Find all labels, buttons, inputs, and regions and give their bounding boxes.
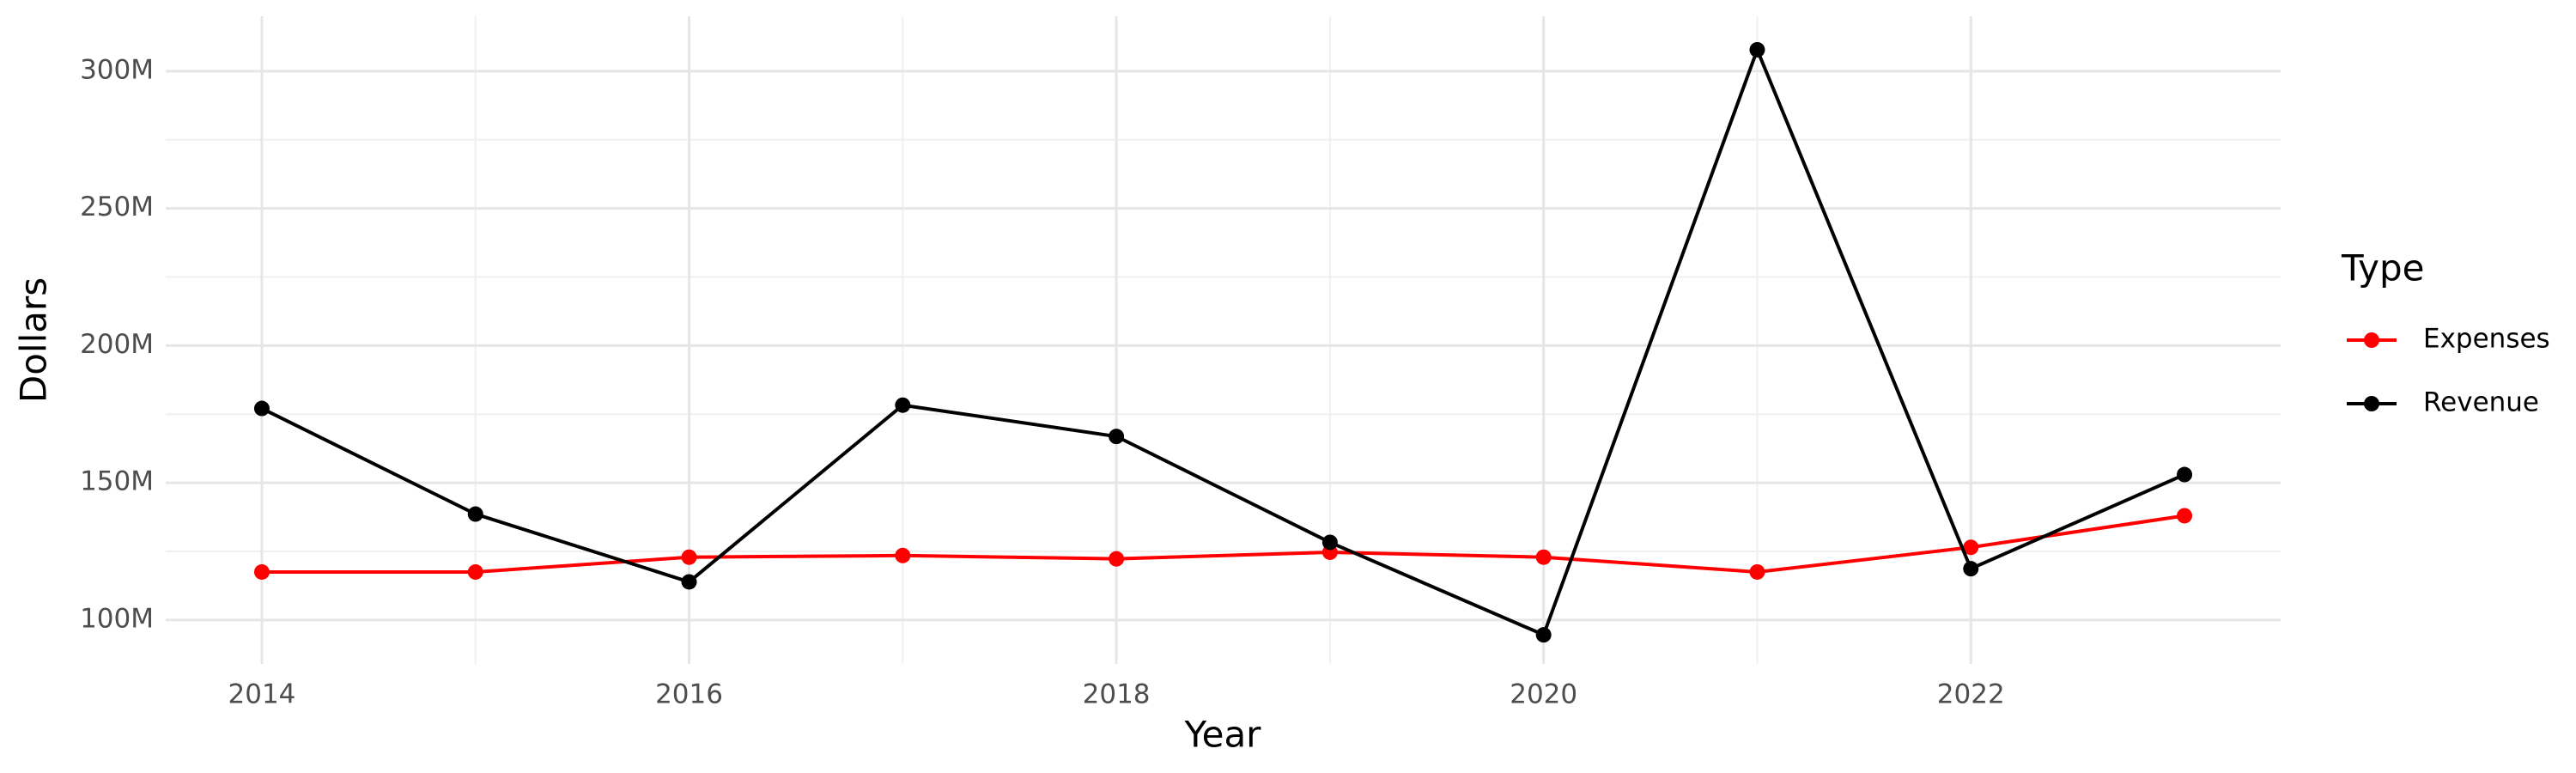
y-tick-label: 300M — [80, 54, 154, 85]
series-line — [261, 45, 2185, 637]
data-point — [467, 563, 483, 580]
data-point — [1535, 627, 1552, 643]
y-tick-label: 250M — [80, 192, 154, 222]
data-point — [1321, 534, 1338, 551]
data-point — [1963, 539, 1979, 556]
x-axis-title: Year — [1184, 714, 1262, 756]
data-point — [1749, 563, 1765, 580]
x-tick-label: 2016 — [655, 679, 723, 710]
data-point — [253, 563, 270, 580]
legend-label: Expenses — [2423, 324, 2550, 355]
data-point — [1749, 41, 1765, 58]
x-tick-label: 2022 — [1937, 679, 2005, 710]
data-point — [2177, 466, 2193, 483]
legend-marker — [2364, 396, 2379, 411]
data-point — [1109, 429, 1125, 445]
x-tick-label: 2018 — [1083, 679, 1151, 710]
legend-title: Type — [2341, 247, 2424, 289]
x-tick-label: 2020 — [1510, 679, 1577, 710]
data-point — [2177, 508, 2193, 524]
data-point — [895, 547, 911, 563]
series-line — [261, 514, 2185, 574]
data-point — [681, 549, 697, 565]
legend-label: Revenue — [2423, 387, 2539, 418]
legend-marker — [2364, 332, 2379, 348]
grid — [166, 16, 2281, 664]
data-point — [1963, 561, 1979, 577]
y-tick-label: 200M — [80, 329, 154, 360]
data-point — [895, 397, 911, 413]
y-tick-label: 100M — [80, 603, 154, 634]
data-point — [467, 506, 483, 522]
data-point — [681, 574, 697, 590]
y-axis-title: Dollars — [13, 277, 55, 403]
x-tick-label: 2014 — [228, 679, 296, 710]
data-point — [253, 400, 270, 417]
data-point — [1535, 549, 1552, 565]
y-tick-label: 150M — [80, 466, 154, 497]
data-point — [1109, 551, 1125, 567]
